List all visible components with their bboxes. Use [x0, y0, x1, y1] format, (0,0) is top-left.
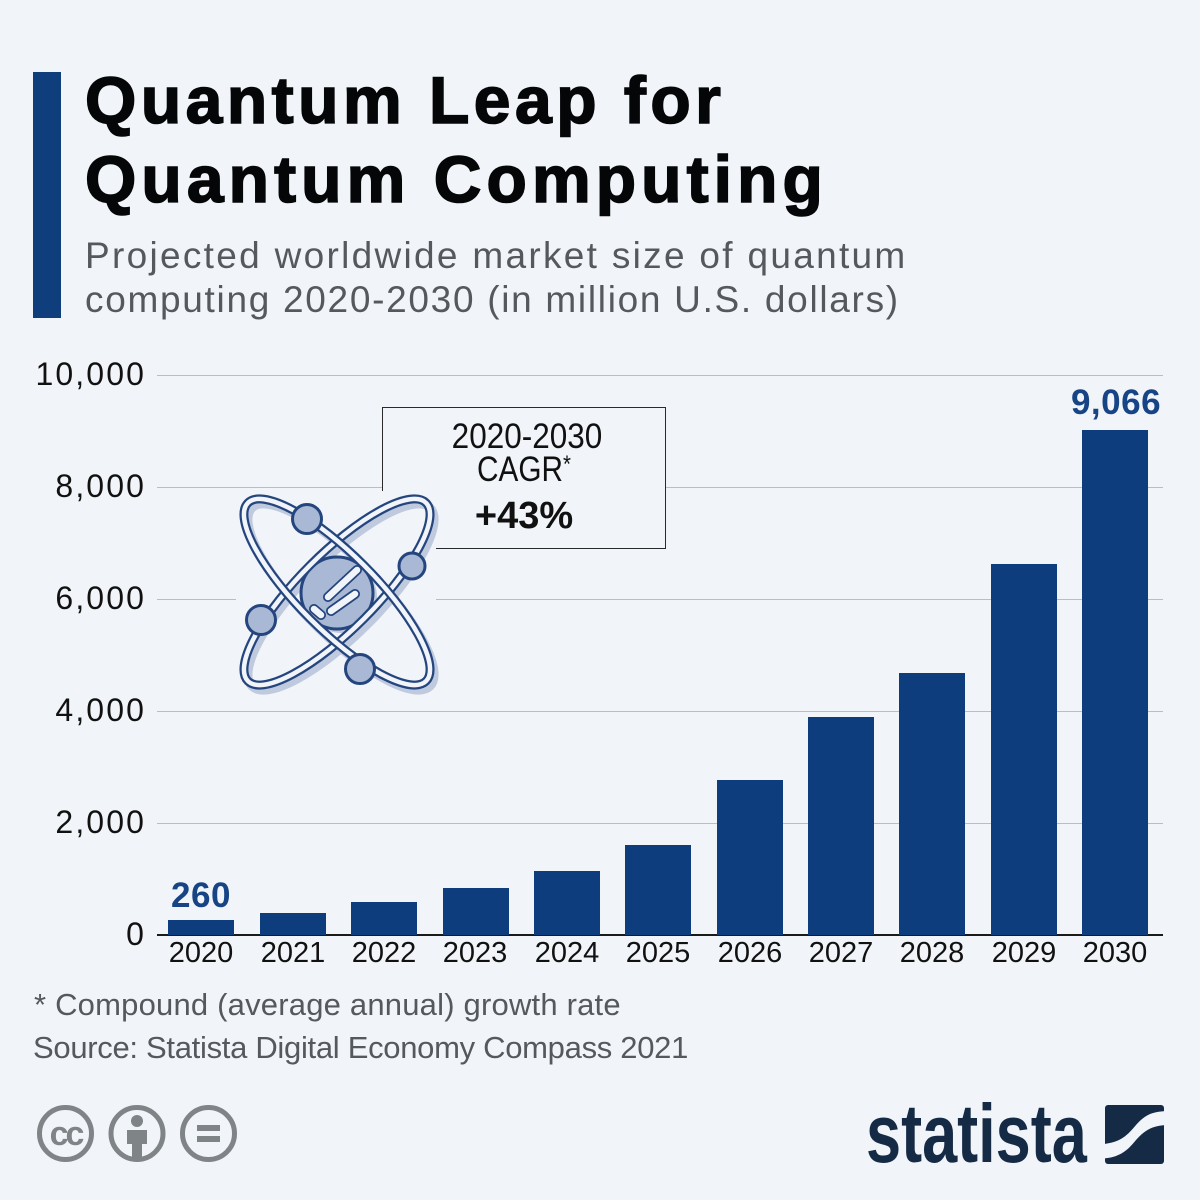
- svg-text:statista: statista: [866, 1095, 1088, 1170]
- svg-text:cc: cc: [50, 1115, 84, 1153]
